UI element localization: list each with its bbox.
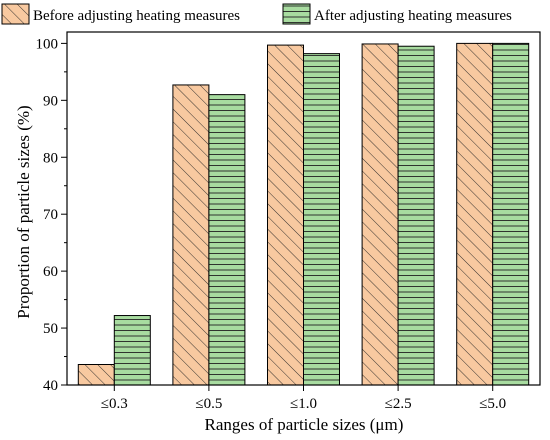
y-axis-title: Proportion of particle sizes (%) [14,105,33,318]
y-tick-label-1: 50 [43,321,58,337]
bar-hatch-after-0 [113,315,151,386]
y-tick-label-4: 80 [43,150,58,166]
bar-hatch-before-4 [456,42,494,386]
bar-hatch-before-0 [77,364,115,386]
legend: Before adjusting heating measures After … [1,3,512,25]
x-tick-label-2: ≤1.0 [290,396,317,412]
bar-hatch-before-3 [361,43,399,386]
y-tick-label-6: 100 [36,36,59,52]
y-tick-label-2: 60 [43,264,58,280]
plot-area: 40 50 60 70 80 90 100 ≤0.3 ≤0.5 ≤1.0 ≤2.5 ≤5.0 [36,31,541,412]
bar-hatch-before-1 [172,84,210,386]
legend-swatch-after-hatch [282,3,311,25]
x-axis-title: Ranges of particle sizes (μm) [205,415,404,434]
x-tick-label-1: ≤0.5 [195,396,222,412]
bar-hatch-after-3 [397,45,435,386]
bar-hatch-after-2 [303,53,340,386]
bar-hatch-after-1 [208,94,246,386]
bar-hatch-before-2 [267,44,304,386]
x-tick-label-0: ≤0.3 [101,396,128,412]
y-tick-label-0: 40 [43,378,58,394]
legend-swatch-before-hatch [1,3,30,25]
bar-hatch-after-4 [492,42,530,386]
y-tick-label-5: 90 [43,93,58,109]
legend-label-before: Before adjusting heating measures [33,8,240,24]
legend-label-after: After adjusting heating measures [314,8,512,24]
y-tick-label-3: 70 [43,207,58,223]
x-tick-label-3: ≤2.5 [385,396,412,412]
x-tick-label-4: ≤5.0 [479,396,506,412]
